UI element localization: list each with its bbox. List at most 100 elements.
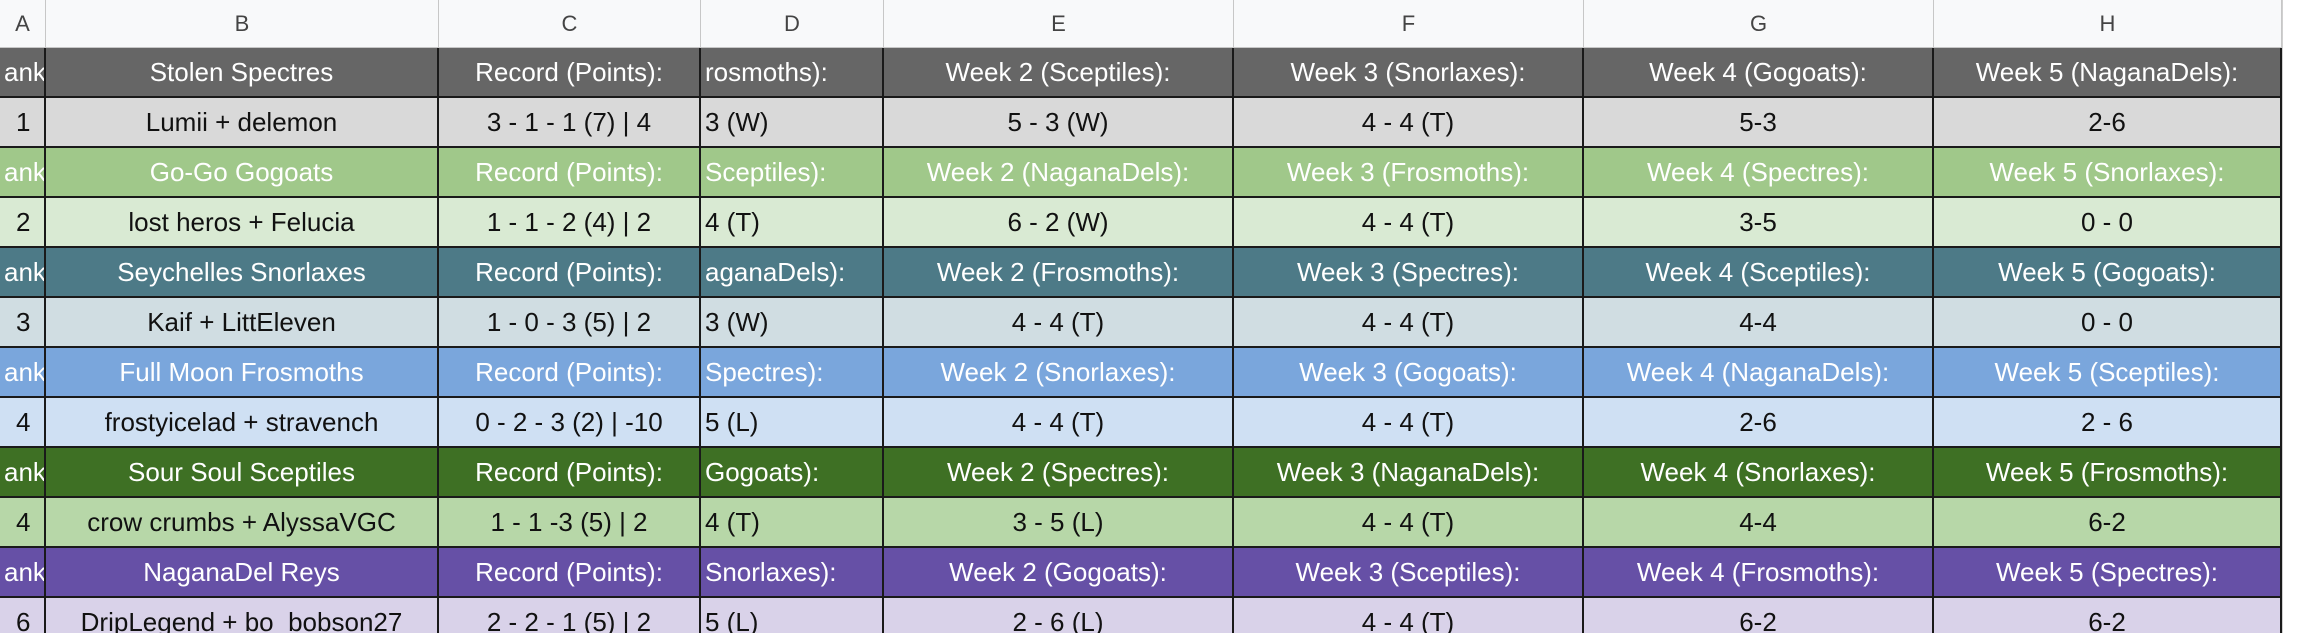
team-data-cell-record[interactable]: 1 - 1 - 2 (4) | 2 — [439, 198, 701, 248]
team-header-cell-h[interactable]: Week 5 (Spectres): — [1934, 548, 2282, 598]
column-header-d[interactable]: D — [701, 0, 884, 48]
team-data-cell-d[interactable]: 5 (L) — [701, 598, 884, 633]
team-header-cell-g[interactable]: Week 4 (Snorlaxes): — [1584, 448, 1934, 498]
column-header-a[interactable]: A — [0, 0, 46, 48]
team-header-cell-record[interactable]: Record (Points): — [439, 548, 701, 598]
team-data-cell-e[interactable]: 4 - 4 (T) — [884, 298, 1234, 348]
team-header-cell-e[interactable]: Week 2 (Snorlaxes): — [884, 348, 1234, 398]
team-header-cell-record[interactable]: Record (Points): — [439, 348, 701, 398]
team-data-cell-f[interactable]: 4 - 4 (T) — [1234, 298, 1584, 348]
team-header-cell-rank[interactable]: ank — [0, 48, 46, 98]
team-data-cell-name[interactable]: DripLegend + bo_bobson27 — [46, 598, 439, 633]
team-data-cell-h[interactable]: 6-2 — [1934, 598, 2282, 633]
team-data-cell-f[interactable]: 4 - 4 (T) — [1234, 98, 1584, 148]
team-header-cell-g[interactable]: Week 4 (Spectres): — [1584, 148, 1934, 198]
column-header-h[interactable]: H — [1934, 0, 2282, 48]
team-header-cell-rank[interactable]: ank — [0, 548, 46, 598]
team-data-cell-rank[interactable]: 2 — [0, 198, 46, 248]
team-data-cell-rank[interactable]: 3 — [0, 298, 46, 348]
team-data-cell-record[interactable]: 2 - 2 - 1 (5) | 2 — [439, 598, 701, 633]
team-header-cell-d[interactable]: Spectres): — [701, 348, 884, 398]
column-header-c[interactable]: C — [439, 0, 701, 48]
team-header-cell-d[interactable]: Gogoats): — [701, 448, 884, 498]
column-header-g[interactable]: G — [1584, 0, 1934, 48]
column-header-f[interactable]: F — [1234, 0, 1584, 48]
team-header-cell-name[interactable]: Seychelles Snorlaxes — [46, 248, 439, 298]
team-header-cell-rank[interactable]: ank — [0, 448, 46, 498]
team-header-cell-d[interactable]: aganaDels): — [701, 248, 884, 298]
team-header-cell-name[interactable]: Go-Go Gogoats — [46, 148, 439, 198]
team-header-cell-e[interactable]: Week 2 (Spectres): — [884, 448, 1234, 498]
team-data-cell-h[interactable]: 2 - 6 — [1934, 398, 2282, 448]
team-data-cell-record[interactable]: 0 - 2 - 3 (2) | -10 — [439, 398, 701, 448]
team-data-cell-record[interactable]: 1 - 1 -3 (5) | 2 — [439, 498, 701, 548]
team-data-cell-e[interactable]: 4 - 4 (T) — [884, 398, 1234, 448]
team-header-cell-rank[interactable]: ank — [0, 348, 46, 398]
team-data-cell-d[interactable]: 3 (W) — [701, 298, 884, 348]
team-header-cell-name[interactable]: Sour Soul Sceptiles — [46, 448, 439, 498]
team-data-cell-name[interactable]: Kaif + LittEleven — [46, 298, 439, 348]
team-header-cell-e[interactable]: Week 2 (Frosmoths): — [884, 248, 1234, 298]
team-header-cell-f[interactable]: Week 3 (NaganaDels): — [1234, 448, 1584, 498]
team-data-cell-h[interactable]: 0 - 0 — [1934, 198, 2282, 248]
team-header-cell-name[interactable]: NaganaDel Reys — [46, 548, 439, 598]
team-header-cell-f[interactable]: Week 3 (Sceptiles): — [1234, 548, 1584, 598]
column-header-b[interactable]: B — [46, 0, 439, 48]
team-data-cell-g[interactable]: 2-6 — [1584, 398, 1934, 448]
team-data-cell-f[interactable]: 4 - 4 (T) — [1234, 398, 1584, 448]
team-data-cell-f[interactable]: 4 - 4 (T) — [1234, 498, 1584, 548]
team-data-cell-name[interactable]: Lumii + delemon — [46, 98, 439, 148]
team-data-cell-h[interactable]: 2-6 — [1934, 98, 2282, 148]
team-header-cell-g[interactable]: Week 4 (NaganaDels): — [1584, 348, 1934, 398]
team-header-cell-e[interactable]: Week 2 (Sceptiles): — [884, 48, 1234, 98]
team-header-cell-name[interactable]: Full Moon Frosmoths — [46, 348, 439, 398]
team-data-cell-e[interactable]: 6 - 2 (W) — [884, 198, 1234, 248]
team-data-cell-d[interactable]: 4 (T) — [701, 198, 884, 248]
team-header-cell-h[interactable]: Week 5 (Gogoats): — [1934, 248, 2282, 298]
team-header-cell-h[interactable]: Week 5 (Snorlaxes): — [1934, 148, 2282, 198]
team-header-cell-f[interactable]: Week 3 (Snorlaxes): — [1234, 48, 1584, 98]
team-header-cell-e[interactable]: Week 2 (Gogoats): — [884, 548, 1234, 598]
team-data-cell-g[interactable]: 4-4 — [1584, 298, 1934, 348]
team-header-cell-f[interactable]: Week 3 (Frosmoths): — [1234, 148, 1584, 198]
team-header-cell-h[interactable]: Week 5 (NaganaDels): — [1934, 48, 2282, 98]
team-data-cell-f[interactable]: 4 - 4 (T) — [1234, 598, 1584, 633]
team-data-cell-record[interactable]: 1 - 0 - 3 (5) | 2 — [439, 298, 701, 348]
team-data-cell-g[interactable]: 3-5 — [1584, 198, 1934, 248]
team-header-cell-g[interactable]: Week 4 (Frosmoths): — [1584, 548, 1934, 598]
team-header-cell-f[interactable]: Week 3 (Gogoats): — [1234, 348, 1584, 398]
team-header-cell-record[interactable]: Record (Points): — [439, 448, 701, 498]
team-data-cell-record[interactable]: 3 - 1 - 1 (7) | 4 — [439, 98, 701, 148]
team-data-cell-rank[interactable]: 4 — [0, 398, 46, 448]
team-data-cell-e[interactable]: 3 - 5 (L) — [884, 498, 1234, 548]
team-header-cell-g[interactable]: Week 4 (Gogoats): — [1584, 48, 1934, 98]
team-data-cell-e[interactable]: 5 - 3 (W) — [884, 98, 1234, 148]
team-header-cell-d[interactable]: Snorlaxes): — [701, 548, 884, 598]
team-data-cell-name[interactable]: lost heros + Felucia — [46, 198, 439, 248]
team-data-cell-rank[interactable]: 4 — [0, 498, 46, 548]
team-data-cell-name[interactable]: frostyicelad + stravench — [46, 398, 439, 448]
team-header-cell-f[interactable]: Week 3 (Spectres): — [1234, 248, 1584, 298]
team-data-cell-g[interactable]: 6-2 — [1584, 598, 1934, 633]
team-header-cell-h[interactable]: Week 5 (Sceptiles): — [1934, 348, 2282, 398]
team-data-cell-e[interactable]: 2 - 6 (L) — [884, 598, 1234, 633]
team-data-cell-d[interactable]: 4 (T) — [701, 498, 884, 548]
team-header-cell-record[interactable]: Record (Points): — [439, 248, 701, 298]
team-header-cell-record[interactable]: Record (Points): — [439, 48, 701, 98]
team-data-cell-f[interactable]: 4 - 4 (T) — [1234, 198, 1584, 248]
team-header-cell-d[interactable]: Sceptiles): — [701, 148, 884, 198]
team-data-cell-name[interactable]: crow crumbs + AlyssaVGC — [46, 498, 439, 548]
team-data-cell-rank[interactable]: 6 — [0, 598, 46, 633]
team-data-cell-h[interactable]: 0 - 0 — [1934, 298, 2282, 348]
team-data-cell-d[interactable]: 3 (W) — [701, 98, 884, 148]
team-data-cell-h[interactable]: 6-2 — [1934, 498, 2282, 548]
team-data-cell-g[interactable]: 5-3 — [1584, 98, 1934, 148]
team-header-cell-rank[interactable]: ank — [0, 148, 46, 198]
team-data-cell-g[interactable]: 4-4 — [1584, 498, 1934, 548]
team-data-cell-d[interactable]: 5 (L) — [701, 398, 884, 448]
team-header-cell-g[interactable]: Week 4 (Sceptiles): — [1584, 248, 1934, 298]
column-header-e[interactable]: E — [884, 0, 1234, 48]
team-header-cell-rank[interactable]: ank — [0, 248, 46, 298]
team-header-cell-h[interactable]: Week 5 (Frosmoths): — [1934, 448, 2282, 498]
team-header-cell-e[interactable]: Week 2 (NaganaDels): — [884, 148, 1234, 198]
